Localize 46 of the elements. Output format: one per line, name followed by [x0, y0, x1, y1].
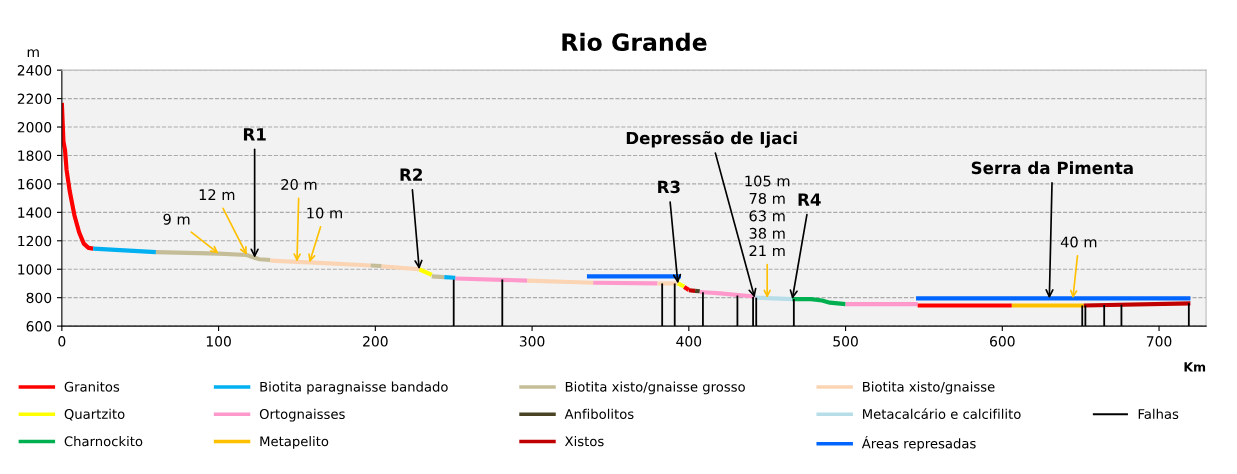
annotation: Depressão de Ijaci [626, 131, 797, 148]
y-tick-label: 1000 [18, 264, 52, 275]
y-tick-label: 2000 [17, 122, 52, 133]
annotation: 20 m [281, 178, 317, 191]
x-tick-label: 400 [676, 336, 702, 347]
annotation: R4 [798, 193, 821, 206]
x-tick-label: 500 [833, 336, 858, 347]
legend-label: Falhas [1138, 408, 1179, 419]
annotation: 9 m [163, 213, 190, 225]
legend-label: Biotita xisto/gnaisse grosso [565, 381, 745, 395]
y-tick-label: 2200 [17, 93, 52, 105]
y-tick-label: 1400 [18, 207, 52, 218]
y-tick-label: 800 [26, 292, 52, 304]
annotation: R3 [658, 180, 680, 194]
legend-label: Granitos [64, 381, 120, 392]
x-tick-label: 300 [519, 336, 545, 347]
y-tick-label: 600 [26, 321, 52, 332]
annotation: Serra da Pimenta [971, 161, 1133, 175]
legend-label: Biotita xisto/gnaisse [863, 381, 995, 395]
legend-label: Anfibolitos [564, 408, 634, 419]
legend-label: Quartzito [64, 408, 125, 421]
annotation: 40 m [1060, 236, 1097, 248]
x-tick-label: 200 [363, 336, 388, 347]
legend-label: Biotita paragnaisse bandado [260, 381, 448, 395]
x-tick-label: 600 [990, 336, 1015, 347]
chart-title: Rio Grande [562, 32, 707, 52]
y-axis-title: m [27, 49, 39, 58]
annotation: 12 m [199, 189, 235, 200]
annotation: 105 m 78 m 63 m 38 m 21 m [745, 175, 790, 257]
legend-label: Xistos [564, 436, 604, 447]
y-tick-label: 2400 [17, 65, 52, 76]
annotation: R1 [243, 128, 266, 141]
legend-label: Metacalcário e calcifilito [863, 408, 1021, 419]
x-tick-label: 700 [1146, 336, 1172, 347]
y-tick-label: 1600 [18, 178, 52, 190]
x-axis-title: Km [1184, 362, 1206, 372]
y-tick-label: 1200 [18, 235, 52, 247]
annotation: 10 m [307, 207, 342, 219]
annotation: R2 [400, 168, 422, 181]
y-tick-label: 1800 [18, 150, 52, 161]
legend-label: Metapelito [260, 436, 329, 449]
legend-label: Charnockito [64, 436, 143, 447]
x-tick-label: 0 [58, 336, 66, 347]
x-tick-label: 100 [206, 336, 231, 347]
legend-label: Ortognaisses [259, 408, 345, 422]
legend-label: Áreas represadas [861, 436, 976, 452]
